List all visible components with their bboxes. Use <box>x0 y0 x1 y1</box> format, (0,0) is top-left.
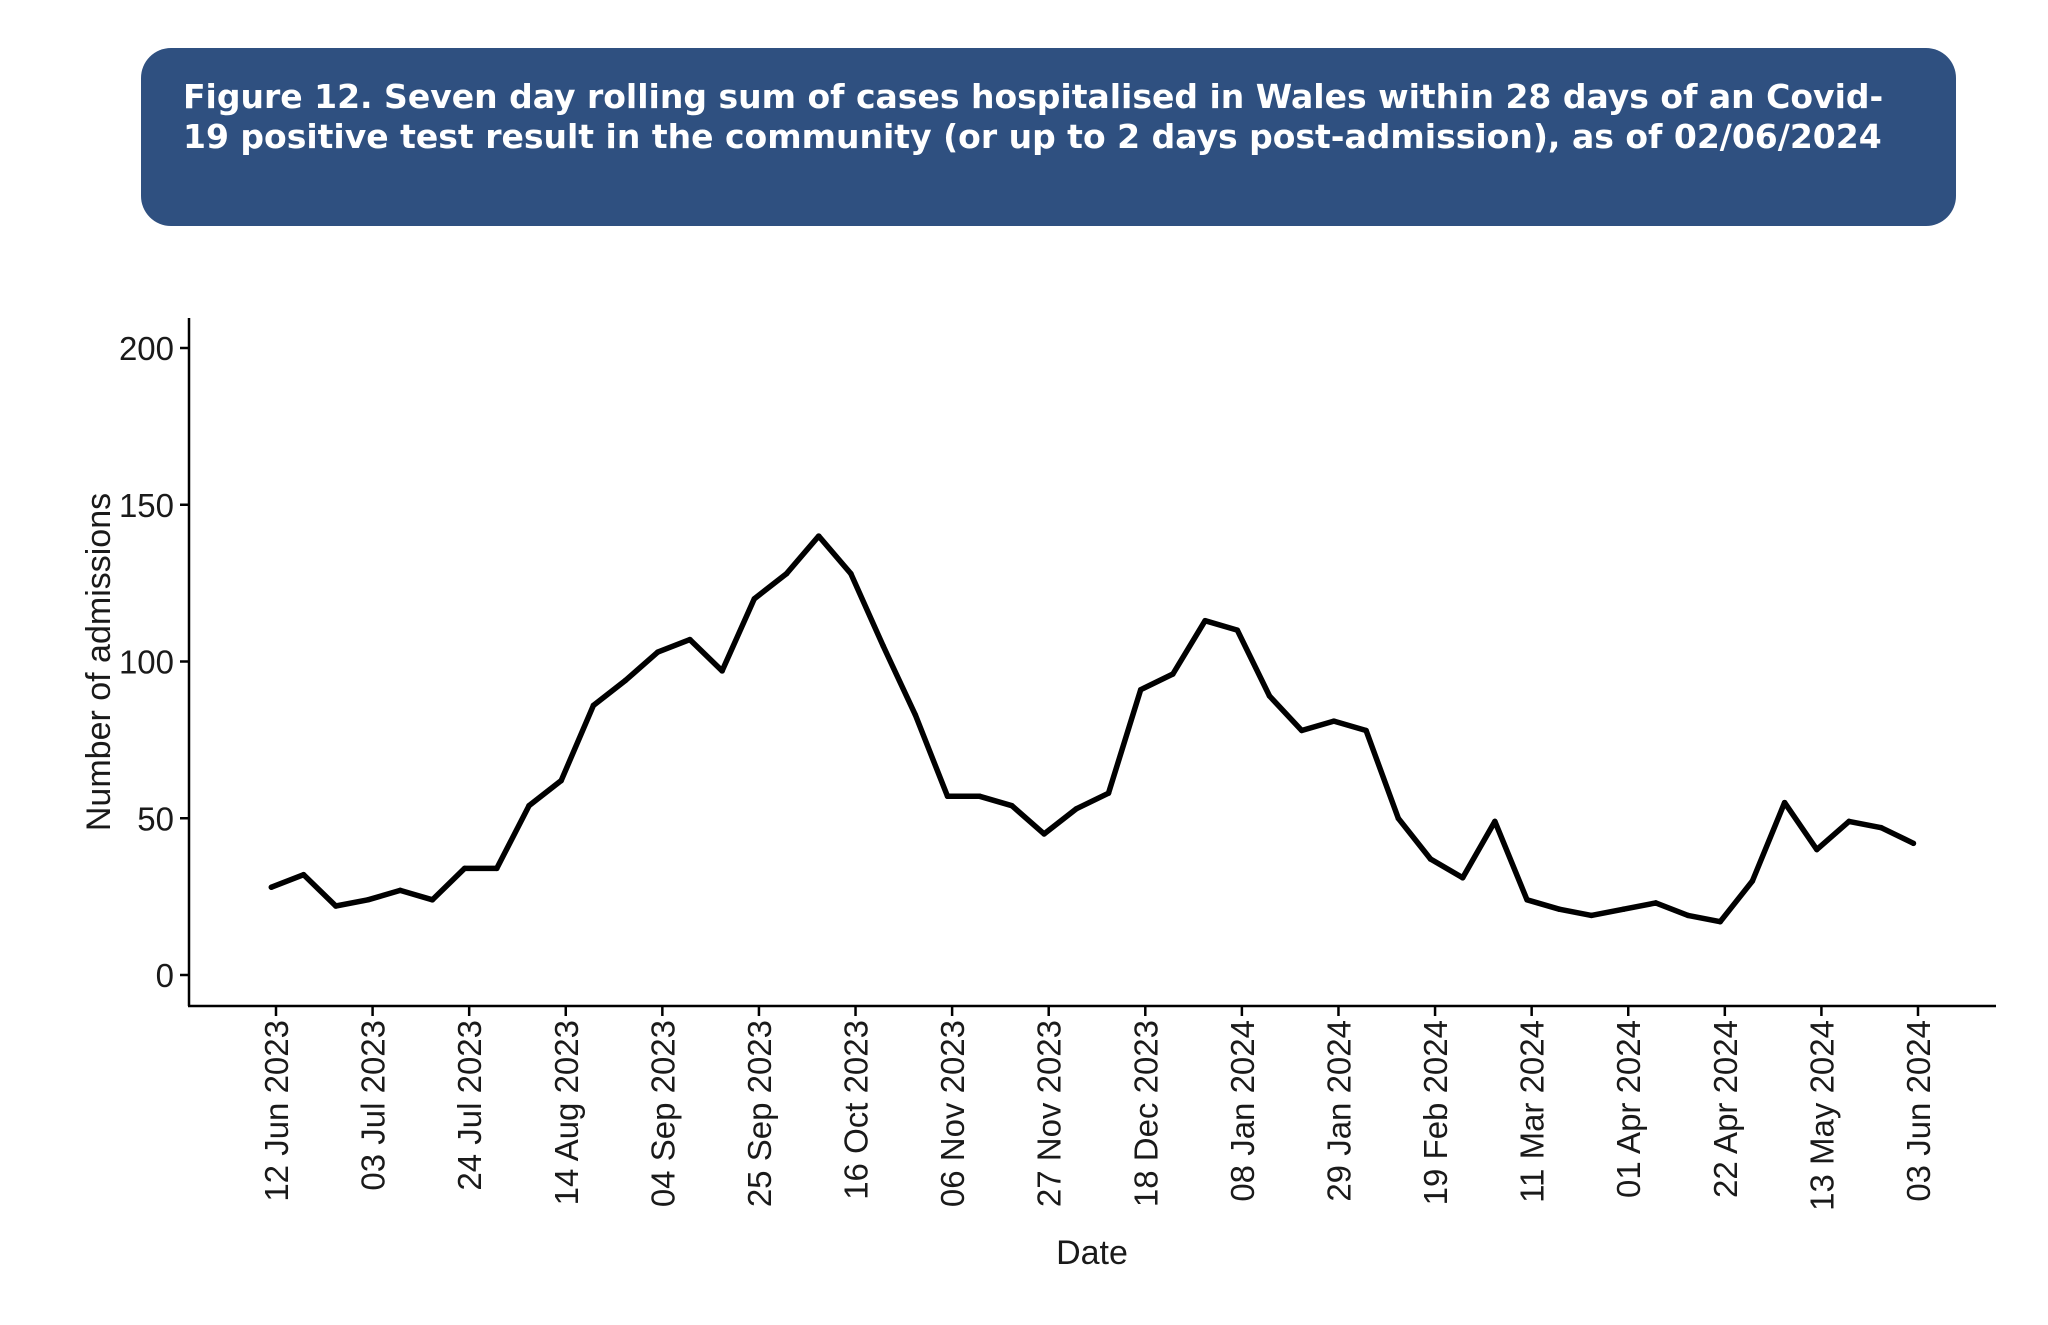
data-point <box>1717 918 1723 925</box>
data-point <box>1298 727 1305 734</box>
data-point <box>1749 878 1756 884</box>
y-tick-label: 50 <box>137 800 174 837</box>
data-point <box>1041 831 1047 837</box>
data-point <box>783 570 790 577</box>
x-tick-label: 08 Jan 2024 <box>1224 1020 1261 1202</box>
data-point <box>333 903 339 909</box>
y-axis: 0 50 100 150 200 <box>119 318 191 1006</box>
data-point <box>1846 818 1852 825</box>
data-point <box>558 777 564 784</box>
data-point <box>687 636 693 643</box>
data-point <box>300 871 307 878</box>
data-point <box>912 712 919 718</box>
x-axis-title: Date <box>1056 1234 1128 1272</box>
figure-title: Figure 12. Seven day rolling sum of case… <box>183 77 1884 156</box>
x-tick-label: 25 Sep 2023 <box>741 1020 778 1207</box>
data-point <box>526 802 532 809</box>
x-tick-label: 12 Jun 2023 <box>258 1020 295 1202</box>
x-tick-label: 03 Jul 2023 <box>355 1020 392 1191</box>
data-point <box>1492 818 1498 825</box>
data-point <box>944 793 951 800</box>
x-tick-label: 19 Feb 2024 <box>1417 1020 1454 1205</box>
data-point <box>976 793 983 800</box>
x-tick-label: 13 May 2024 <box>1803 1020 1840 1211</box>
data-point <box>1234 627 1241 633</box>
x-tick-label: 06 Nov 2023 <box>934 1020 971 1207</box>
data-point <box>1170 671 1176 677</box>
data-point <box>1427 856 1434 862</box>
x-tick-label: 18 Dec 2023 <box>1127 1020 1164 1207</box>
data-point <box>1073 806 1080 812</box>
x-axis: 12 Jun 2023 03 Jul 2023 24 Jul 2023 14 Aug … <box>188 1004 1996 1211</box>
y-tick-label: 200 <box>119 330 174 367</box>
data-point <box>429 897 436 903</box>
x-tick-label: 16 Oct 2023 <box>838 1020 875 1200</box>
y-tick-label: 0 <box>156 957 174 994</box>
data-point <box>1009 802 1015 809</box>
data-point <box>590 702 597 709</box>
data-point <box>397 887 403 894</box>
y-tick-label: 100 <box>119 644 174 681</box>
data-point <box>719 668 725 674</box>
data-point <box>1363 727 1369 734</box>
y-tick-label: 150 <box>119 487 174 524</box>
figure-banner: Figure 12. Seven day rolling sum of case… <box>141 48 1956 226</box>
x-tick-label: 22 Apr 2024 <box>1707 1020 1744 1198</box>
data-point <box>1137 686 1144 693</box>
x-tick-label: 11 Mar 2024 <box>1514 1020 1551 1203</box>
data-point <box>622 677 629 684</box>
data-point <box>1781 799 1788 806</box>
data-point <box>268 884 275 890</box>
data-point <box>1459 875 1466 881</box>
x-tick-label: 27 Nov 2023 <box>1031 1020 1068 1207</box>
data-point <box>1266 693 1273 699</box>
series-line <box>268 533 1917 925</box>
data-point <box>1331 718 1337 724</box>
data-point <box>461 865 468 872</box>
x-tick-label: 24 Jul 2023 <box>451 1020 488 1191</box>
data-point <box>1556 906 1562 912</box>
series-group <box>268 533 1917 925</box>
x-tick-label: 03 Jun 2024 <box>1900 1020 1937 1202</box>
data-point <box>1910 840 1917 847</box>
data-point <box>655 649 661 655</box>
data-point <box>1588 912 1595 919</box>
data-point <box>848 570 854 577</box>
data-point <box>880 643 886 649</box>
data-point <box>1653 900 1659 906</box>
x-tick-label: 14 Aug 2023 <box>548 1020 585 1205</box>
data-point <box>1395 815 1402 821</box>
data-point <box>815 533 822 539</box>
data-point <box>751 596 758 602</box>
x-tick-label: 29 Jan 2024 <box>1320 1020 1357 1202</box>
data-point <box>1620 906 1627 912</box>
data-point <box>1685 912 1691 919</box>
data-point <box>1878 824 1884 831</box>
data-point <box>1814 846 1820 853</box>
data-point <box>494 865 500 872</box>
y-axis-title: Number of admissions <box>80 493 118 831</box>
x-tick-label: 04 Sep 2023 <box>644 1020 681 1207</box>
x-tick-label: 01 Apr 2024 <box>1610 1020 1647 1198</box>
data-point <box>1105 790 1112 796</box>
data-point <box>365 897 371 903</box>
data-point <box>1202 617 1208 624</box>
data-point <box>1524 897 1530 903</box>
